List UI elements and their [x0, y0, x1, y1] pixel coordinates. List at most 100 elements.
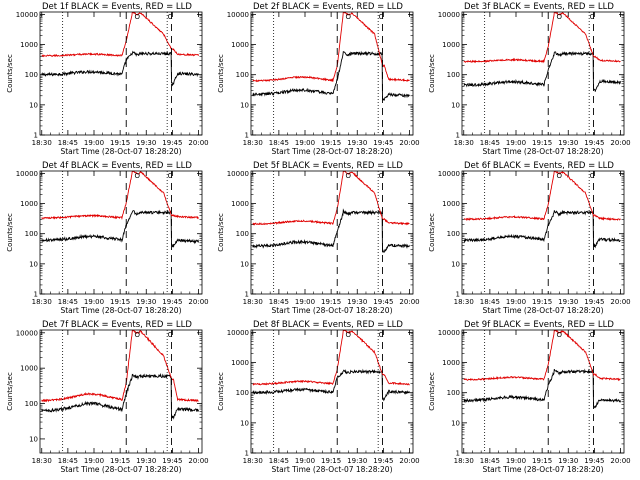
- x-tick-label: 19:00: [506, 139, 526, 147]
- marker-label: C: [590, 331, 595, 339]
- x-tick-label: 18:30: [243, 298, 263, 306]
- x-tick-label: 18:45: [480, 139, 500, 147]
- y-tick-label: 10000: [16, 329, 38, 337]
- x-tick-label: 20:00: [399, 457, 419, 465]
- y-tick-label: 10000: [227, 170, 249, 178]
- panel-title: Det 3f BLACK = Events, RED = LLD: [464, 2, 614, 12]
- plot-frame: [461, 329, 625, 454]
- x-tick-label: 19:15: [321, 298, 341, 306]
- marker-label: C: [168, 13, 173, 21]
- y-tick-label: 1000: [231, 41, 249, 49]
- x-axis-label: Start Time (28-Oct-07 18:28:20): [60, 147, 181, 156]
- x-tick-label: 19:45: [373, 139, 393, 147]
- y-tick-label: 100: [447, 71, 460, 79]
- y-axis-label: Counts/sec: [6, 54, 14, 93]
- y-tick-label: 1: [245, 291, 249, 299]
- y-tick-label: 10: [29, 435, 38, 443]
- series-line-events: [41, 372, 199, 420]
- x-tick-label: 19:15: [532, 139, 552, 147]
- series-line-lld: [41, 330, 199, 403]
- y-tick-label: 1: [456, 291, 460, 299]
- y-tick-label: 1: [456, 132, 460, 140]
- x-tick-label: 19:00: [295, 298, 315, 306]
- panel-title: Det 4f BLACK = Events, RED = LLD: [42, 161, 192, 171]
- plot-frame: [39, 329, 203, 454]
- series-line-lld: [463, 171, 621, 222]
- series-line-events: [463, 51, 621, 92]
- x-tick-label: 19:15: [110, 139, 130, 147]
- panel-title: Det 9f BLACK = Events, RED = LLD: [464, 320, 614, 330]
- x-tick-label: 18:30: [243, 139, 263, 147]
- y-tick-label: 10: [451, 419, 460, 427]
- x-tick-label: 19:45: [373, 298, 393, 306]
- x-tick-label: 18:45: [58, 457, 78, 465]
- y-tick-label: 1000: [20, 200, 38, 208]
- y-tick-label: 1000: [231, 200, 249, 208]
- marker-label: O: [557, 331, 563, 339]
- marker-label: O: [346, 172, 352, 180]
- plot-frame: [250, 329, 414, 454]
- panel-data: [252, 12, 410, 101]
- y-tick-label: 1: [245, 132, 249, 140]
- x-tick-label: 19:30: [558, 298, 578, 306]
- panel-title: Det 8f BLACK = Events, RED = LLD: [253, 320, 403, 330]
- x-tick-label: 19:15: [110, 457, 130, 465]
- y-tick-label: 100: [447, 389, 460, 397]
- plot-frame: [461, 170, 625, 295]
- x-tick-label: 19:30: [558, 139, 578, 147]
- y-tick-label: 1: [34, 132, 38, 140]
- series-line-events: [463, 368, 621, 409]
- x-tick-label: 18:30: [32, 139, 52, 147]
- y-axis-label: Counts/sec: [217, 372, 225, 411]
- plot-frame: [461, 11, 625, 136]
- x-tick-label: 19:15: [321, 139, 341, 147]
- y-tick-label: 1000: [20, 365, 38, 373]
- panel-title: Det 1f BLACK = Events, RED = LLD: [42, 2, 192, 12]
- x-tick-label: 18:30: [454, 457, 474, 465]
- y-tick-label: 1: [456, 450, 460, 458]
- series-line-events: [41, 209, 199, 248]
- x-tick-label: 19:45: [373, 457, 393, 465]
- series-line-events: [463, 209, 621, 249]
- x-tick-label: 19:30: [558, 457, 578, 465]
- marker-label: C: [168, 331, 173, 339]
- x-tick-label: 19:30: [136, 457, 156, 465]
- x-tick-label: 19:30: [136, 139, 156, 147]
- y-tick-label: 100: [236, 71, 249, 79]
- panel-data: [463, 12, 621, 92]
- x-tick-label: 18:30: [454, 298, 474, 306]
- x-tick-label: 19:30: [136, 298, 156, 306]
- panel-data: [252, 171, 410, 253]
- x-tick-label: 19:45: [584, 298, 604, 306]
- marker-label: O: [557, 13, 563, 21]
- x-tick-label: 19:45: [162, 298, 182, 306]
- x-tick-label: 18:45: [480, 457, 500, 465]
- panel-data: [41, 171, 199, 248]
- x-tick-label: 18:45: [269, 457, 289, 465]
- y-tick-label: 1000: [20, 41, 38, 49]
- marker-label: C: [379, 172, 384, 180]
- marker-label: C: [379, 331, 384, 339]
- series-line-events: [252, 208, 410, 253]
- x-tick-label: 18:30: [454, 139, 474, 147]
- x-tick-label: 19:15: [532, 457, 552, 465]
- x-tick-label: 18:45: [480, 298, 500, 306]
- y-tick-label: 1000: [231, 359, 249, 367]
- y-axis-label: Counts/sec: [428, 54, 436, 93]
- y-tick-label: 10: [240, 260, 249, 268]
- panel-data: [463, 330, 621, 409]
- panel-title: Det 5f BLACK = Events, RED = LLD: [253, 161, 403, 171]
- y-tick-label: 1000: [442, 200, 460, 208]
- y-axis-label: Counts/sec: [428, 213, 436, 252]
- x-tick-label: 19:15: [110, 298, 130, 306]
- x-tick-label: 20:00: [399, 139, 419, 147]
- y-tick-label: 10: [451, 260, 460, 268]
- marker-label: O: [557, 172, 563, 180]
- x-tick-label: 19:30: [347, 139, 367, 147]
- panel-data: [252, 330, 410, 402]
- x-tick-label: 19:30: [347, 298, 367, 306]
- y-tick-label: 1: [245, 450, 249, 458]
- y-tick-label: 10000: [227, 329, 249, 337]
- y-tick-label: 10000: [227, 11, 249, 19]
- x-axis-label: Start Time (28-Oct-07 18:28:20): [271, 147, 392, 156]
